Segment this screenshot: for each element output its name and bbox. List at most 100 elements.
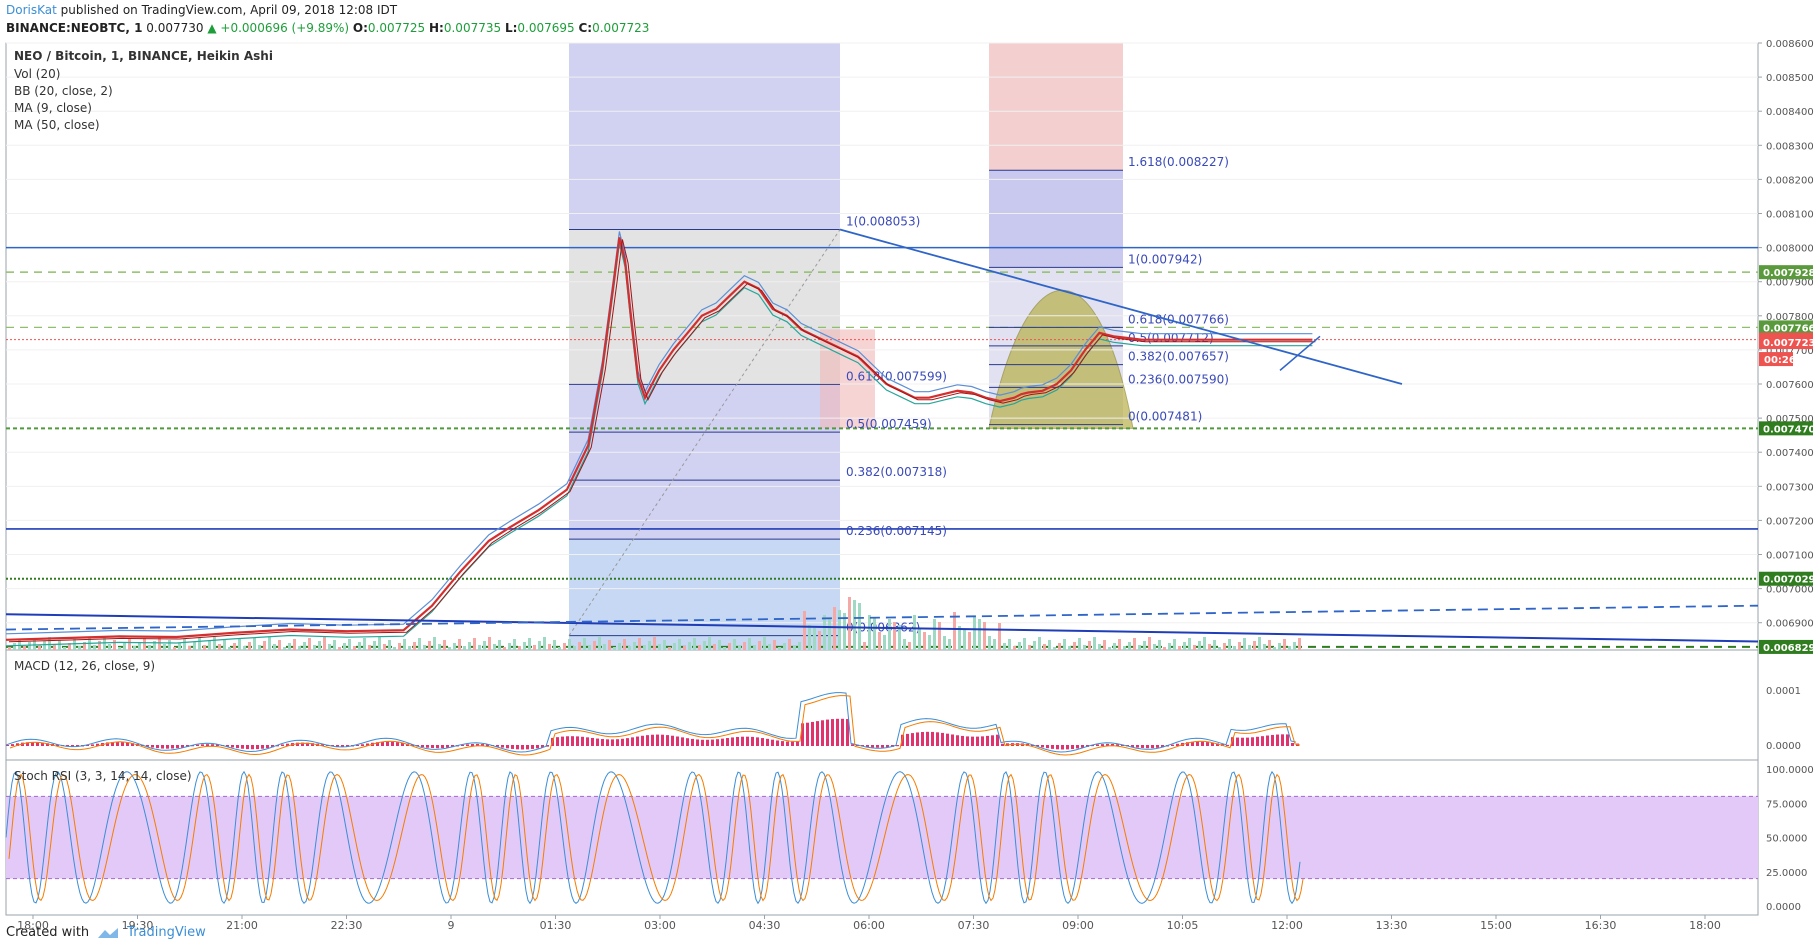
volume-bar — [108, 644, 111, 650]
macd-histogram-bar — [1251, 737, 1254, 746]
volume-bar — [798, 642, 801, 650]
macd-histogram-bar — [986, 735, 989, 746]
volume-bar — [223, 640, 226, 650]
macd-histogram-bar — [131, 743, 134, 746]
price-tick-label: 0.007800 — [1766, 312, 1814, 323]
macd-histogram-bar — [471, 743, 474, 746]
macd-histogram-bar — [616, 739, 619, 746]
published-text: published on TradingView.com, April 09, … — [60, 3, 398, 17]
volume-bar — [258, 645, 261, 650]
macd-tick-label: 0.0000 — [1766, 741, 1801, 752]
macd-histogram-bar — [1291, 742, 1294, 746]
price-tick-label: 0.008500 — [1766, 73, 1814, 84]
tradingview-brand[interactable]: TradingView — [127, 925, 206, 940]
volume-bar — [603, 644, 606, 650]
price-tick-label: 0.007300 — [1766, 482, 1814, 493]
volume-bar — [488, 637, 491, 650]
volume-bar — [253, 638, 256, 650]
macd-histogram-bar — [801, 723, 804, 746]
macd-histogram-bar — [56, 744, 59, 746]
time-tick-label: 04:30 — [749, 919, 781, 932]
chart-title: NEO / Bitcoin, 1, BINANCE, Heikin Ashi — [14, 49, 273, 63]
time-tick-label: 01:30 — [540, 919, 572, 932]
volume-bar — [13, 643, 16, 650]
time-tick-label: 07:30 — [958, 919, 990, 932]
macd-histogram-bar — [1136, 745, 1139, 748]
volume-bar — [888, 619, 891, 650]
volume-bar — [38, 645, 41, 650]
macd-histogram-bar — [631, 737, 634, 746]
time-tick-label: 06:00 — [853, 919, 885, 932]
volume-bar — [1173, 639, 1176, 650]
macd-histogram-bar — [651, 734, 654, 746]
author-link[interactable]: DorisKat — [6, 3, 57, 17]
macd-histogram-bar — [376, 742, 379, 746]
trading-chart[interactable]: 1(0.008053) 0.618(0.007599) 0.5(0.007459) 0… — [0, 36, 1820, 951]
volume-bar — [723, 647, 726, 650]
stoch-overbought-zone — [6, 796, 1758, 879]
volume-bar — [63, 647, 66, 650]
macd-histogram-bar — [731, 737, 734, 746]
volume-bar — [503, 647, 506, 650]
volume-bar — [343, 643, 346, 650]
volume-bar — [53, 644, 56, 650]
volume-bar — [908, 642, 911, 650]
macd-histogram-bar — [586, 737, 589, 746]
price-tick-label: 0.008600 — [1766, 39, 1814, 50]
volume-bar — [203, 645, 206, 650]
macd-histogram-bar — [666, 735, 669, 746]
volume-bar — [368, 645, 371, 650]
macd-histogram-bar — [701, 739, 704, 746]
fib-left-label: 0.618(0.007599) — [846, 369, 947, 383]
stoch-rsi-pane: 100.0000 75.0000 50.0000 25.0000 0.0000 — [5, 765, 1814, 913]
indicator-legend-item: MA (50, close) — [14, 118, 100, 132]
macd-histogram-bar — [151, 745, 154, 748]
macd-histogram-bar — [156, 745, 159, 749]
macd-histogram-bar — [1176, 743, 1179, 746]
macd-histogram-bar — [481, 744, 484, 746]
macd-histogram-bar — [1256, 736, 1259, 746]
macd-histogram-bar — [761, 738, 764, 746]
volume-bar — [93, 645, 96, 650]
volume-bar — [1078, 638, 1081, 650]
macd-histogram-bar — [1051, 745, 1054, 749]
volume-bar — [1098, 644, 1101, 650]
volume-bar — [358, 642, 361, 650]
volume-bar — [648, 641, 651, 650]
macd-histogram-bar — [286, 743, 289, 746]
volume-bar — [473, 638, 476, 650]
macd-histogram-bar — [1206, 742, 1209, 746]
time-axis[interactable]: 18:00 19:30 21:00 22:30 9 01:30 03:00 04:30 06:0… — [17, 915, 1721, 932]
volume-bar — [563, 643, 566, 650]
volume-bar — [1208, 644, 1211, 650]
macd-histogram-bar — [676, 736, 679, 746]
high-value: 0.007735 — [443, 21, 502, 35]
volume-bar — [753, 645, 756, 650]
macd-histogram-bar — [366, 743, 369, 746]
price-axis[interactable]: 0.008600 0.008500 0.008400 0.008300 0.008200… — [1758, 39, 1814, 630]
macd-histogram-bar — [356, 744, 359, 746]
macd-histogram-bar — [91, 744, 94, 746]
price-badge — [1759, 421, 1813, 436]
volume-bar — [773, 640, 776, 650]
macd-histogram-bar — [961, 735, 964, 746]
volume-bar — [188, 646, 191, 650]
volume-bar — [788, 639, 791, 650]
macd-histogram-bar — [381, 741, 384, 746]
volume-bar — [233, 643, 236, 650]
volume-bar — [608, 640, 611, 650]
volume-bar — [418, 638, 421, 650]
macd-histogram-bar — [626, 738, 629, 746]
price-tick-label: 0.007100 — [1766, 551, 1814, 562]
fib-left-label: 1(0.008053) — [846, 215, 920, 229]
volume-bar — [193, 642, 196, 650]
macd-histogram-bar — [36, 742, 39, 746]
volume-bar — [878, 632, 881, 650]
macd-histogram-bar — [911, 733, 914, 746]
volume-bar — [863, 642, 866, 650]
time-tick-label: 12:00 — [1271, 919, 1303, 932]
volume-bar — [363, 638, 366, 650]
volume-bar — [208, 641, 211, 650]
macd-histogram-bar — [581, 736, 584, 746]
volume-bar — [733, 639, 736, 650]
